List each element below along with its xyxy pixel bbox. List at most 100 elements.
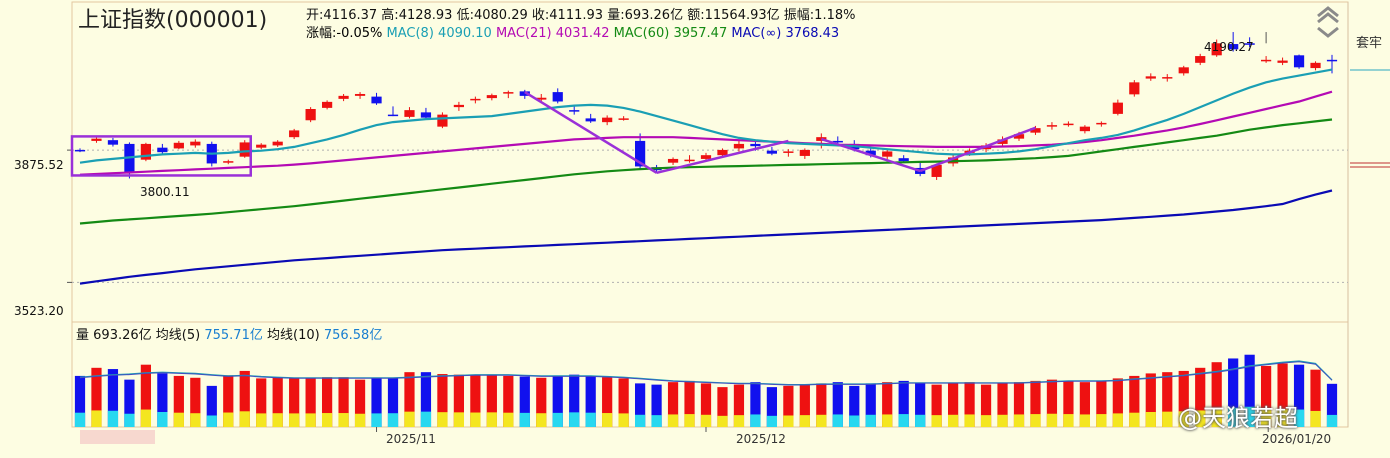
volume-sub-bar — [536, 413, 547, 427]
ma-summary: 涨幅:-0.05% MAC(8) 4090.10 MAC(21) 4031.42… — [306, 22, 839, 41]
volume-sub-bar — [1310, 410, 1321, 427]
volume-bar — [1310, 369, 1321, 427]
volume-sub-bar — [1030, 414, 1041, 427]
open-label: 开: — [306, 8, 324, 23]
volume-sub-bar — [321, 413, 333, 427]
volume-sub-bar — [1326, 414, 1338, 427]
volume-bar — [338, 377, 349, 427]
volume-sub-bar — [964, 414, 975, 427]
volume-bar — [157, 373, 168, 427]
amount-label: 额: — [687, 8, 705, 23]
volume-bar — [1096, 380, 1107, 427]
candle-body — [338, 95, 349, 99]
candle-body — [1228, 44, 1239, 50]
amplitude-value: 1.18% — [814, 8, 856, 23]
volume-sub-bar — [256, 413, 267, 427]
vol-ma10-label: 均线(10) — [267, 328, 320, 343]
candle-body — [536, 97, 547, 100]
volume-sub-bar — [272, 413, 283, 427]
mainf-line — [79, 189, 1333, 285]
volume-sub-bar — [354, 413, 366, 427]
candle-body — [766, 150, 778, 154]
volume-sub-bar — [91, 410, 102, 427]
high-label: 高: — [381, 8, 399, 23]
volume-sub-bar — [915, 414, 926, 427]
volume-bar — [717, 387, 728, 427]
volume-bar — [371, 378, 382, 427]
volume-sub-bar — [684, 414, 695, 427]
candle-body — [140, 143, 152, 160]
close-value: 4111.93 — [549, 8, 604, 23]
candle-body — [552, 92, 563, 102]
volume-bar — [997, 383, 1008, 427]
chevron-down-icon[interactable] — [1317, 26, 1339, 38]
volume-bar — [618, 378, 629, 427]
volume-sub-bar — [107, 410, 119, 427]
low-value: 4080.29 — [473, 8, 528, 23]
volume-bar — [931, 384, 942, 427]
volume-sub-bar — [239, 411, 250, 427]
candle-body — [1030, 128, 1041, 133]
volume-bar — [552, 376, 563, 427]
side-tab-label[interactable]: 套牢 — [1356, 36, 1383, 51]
volume-bar — [849, 385, 860, 427]
candle-body — [1178, 67, 1189, 74]
candle-body — [700, 155, 712, 159]
candle-body — [684, 159, 695, 162]
volume-bar — [1112, 378, 1123, 427]
candle-body — [717, 149, 728, 156]
scroll-control[interactable] — [1312, 2, 1344, 44]
volume-bar — [915, 383, 926, 427]
volume-bar — [354, 379, 366, 427]
volume-sub-bar — [453, 412, 465, 427]
volume-bar — [1228, 358, 1239, 427]
trend-line — [524, 91, 658, 174]
volume-label: 量 — [76, 328, 90, 343]
volume-bar — [1030, 380, 1041, 427]
volume-sub-bar — [486, 412, 497, 427]
volume-sub-bar — [931, 415, 942, 427]
ma21-line — [79, 90, 1333, 176]
volume-sub-bar — [206, 415, 217, 427]
volume-sub-bar — [1079, 414, 1091, 427]
volume-sub-bar — [1013, 414, 1025, 427]
volume-sub-bar — [1293, 409, 1305, 427]
candle-body — [1195, 56, 1206, 63]
candle-body — [898, 158, 909, 162]
volume-bar — [321, 377, 333, 427]
mainf-value: 3768.43 — [785, 26, 840, 41]
volume-summary: 量 693.26亿 均线(5) 755.71亿 均线(10) 756.58亿 — [76, 324, 382, 343]
volume-sub-bar — [1244, 406, 1255, 427]
candle-body — [503, 92, 514, 94]
candle-body — [1112, 102, 1123, 114]
volume-bar — [272, 377, 283, 427]
volume-sub-bar — [898, 414, 909, 427]
volume-bar — [256, 378, 267, 427]
candle-body — [157, 147, 168, 153]
candle-body — [387, 114, 399, 117]
candle-body — [305, 109, 316, 121]
candle-body — [289, 130, 300, 138]
volume-bar — [799, 384, 810, 427]
volume-bar — [420, 372, 432, 427]
candle-body — [1260, 59, 1272, 62]
trend-line — [919, 126, 1036, 173]
candle-body — [437, 114, 448, 127]
volume-sub-bar — [1145, 411, 1156, 427]
ma8-label: MAC(8) — [386, 26, 434, 41]
volume-sub-bar — [503, 412, 514, 427]
blurred-label — [80, 430, 155, 444]
volume-bar — [832, 382, 843, 427]
amplitude-label: 振幅: — [783, 8, 815, 23]
chevron-up-icon[interactable] — [1317, 6, 1339, 24]
candle-body — [486, 95, 497, 99]
volume-bar — [569, 374, 580, 427]
volume-sub-bar — [1112, 413, 1123, 427]
volume-sub-bar — [140, 409, 152, 427]
candle-body — [354, 93, 366, 96]
volume-bar — [585, 375, 596, 427]
volume-sub-bar — [1228, 407, 1239, 427]
vol-ma5-label: 均线(5) — [155, 328, 201, 343]
volume-sub-bar — [157, 411, 168, 427]
volume-sub-bar — [1211, 408, 1222, 427]
